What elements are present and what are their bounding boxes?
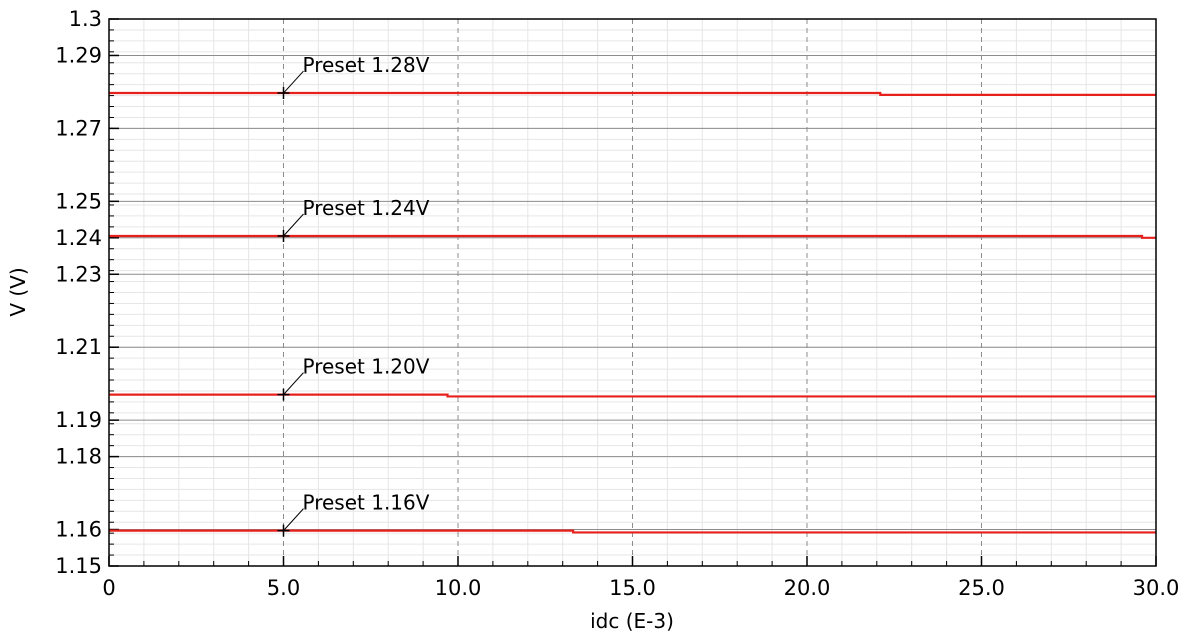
- x-tick-label: 25.0: [958, 576, 1005, 600]
- plot-frame: [108, 18, 1157, 567]
- series-line-2: [109, 234, 1156, 239]
- y-tick-label: 1.18: [55, 445, 102, 469]
- x-tick-label: 5.0: [267, 576, 300, 600]
- x-tick-label: 0: [102, 576, 115, 600]
- x-axis-label: idc (E-3): [590, 609, 674, 633]
- tick-labels: 0 5.0 10.0 15.0 20.0 25.0 30.0 1.15 1.16 1.18 1.19…: [55, 7, 1179, 600]
- annotation-leader: [283, 70, 304, 94]
- annotation-leader: [283, 508, 304, 531]
- annotation-label-2: Preset 1.24V: [303, 196, 430, 220]
- annotation-label-1: Preset 1.28V: [303, 53, 430, 77]
- y-axis-label: V (V): [6, 267, 30, 316]
- annotation-markers: Preset 1.28V Preset 1.24V Preset 1.20V Pres…: [277, 53, 430, 537]
- annotation-label-4: Preset 1.16V: [303, 491, 430, 515]
- series-lines: [109, 91, 1156, 534]
- major-grid: [109, 19, 1156, 566]
- y-tick-label: 1.19: [55, 408, 102, 432]
- y-tick-label: 1.29: [55, 43, 102, 67]
- y-tick-label: 1.3: [69, 7, 102, 31]
- y-tick-label: 1.24: [55, 226, 102, 250]
- y-tick-label: 1.21: [55, 335, 102, 359]
- annotation-leader: [283, 213, 304, 237]
- y-tick-label: 1.27: [55, 116, 102, 140]
- y-tick-label: 1.15: [55, 554, 102, 578]
- y-tick-label: 1.16: [55, 518, 102, 542]
- x-tick-label: 10.0: [435, 576, 482, 600]
- x-tick-label: 30.0: [1133, 576, 1180, 600]
- series-line-1: [109, 91, 1156, 96]
- annotation-leader: [283, 372, 304, 395]
- series-line-4: [109, 529, 1156, 534]
- x-tick-label: 15.0: [609, 576, 656, 600]
- annotation-label-3: Preset 1.20V: [303, 355, 430, 379]
- y-tick-label: 1.25: [55, 189, 102, 213]
- y-tick-label: 1.23: [55, 262, 102, 286]
- x-tick-label: 20.0: [784, 576, 831, 600]
